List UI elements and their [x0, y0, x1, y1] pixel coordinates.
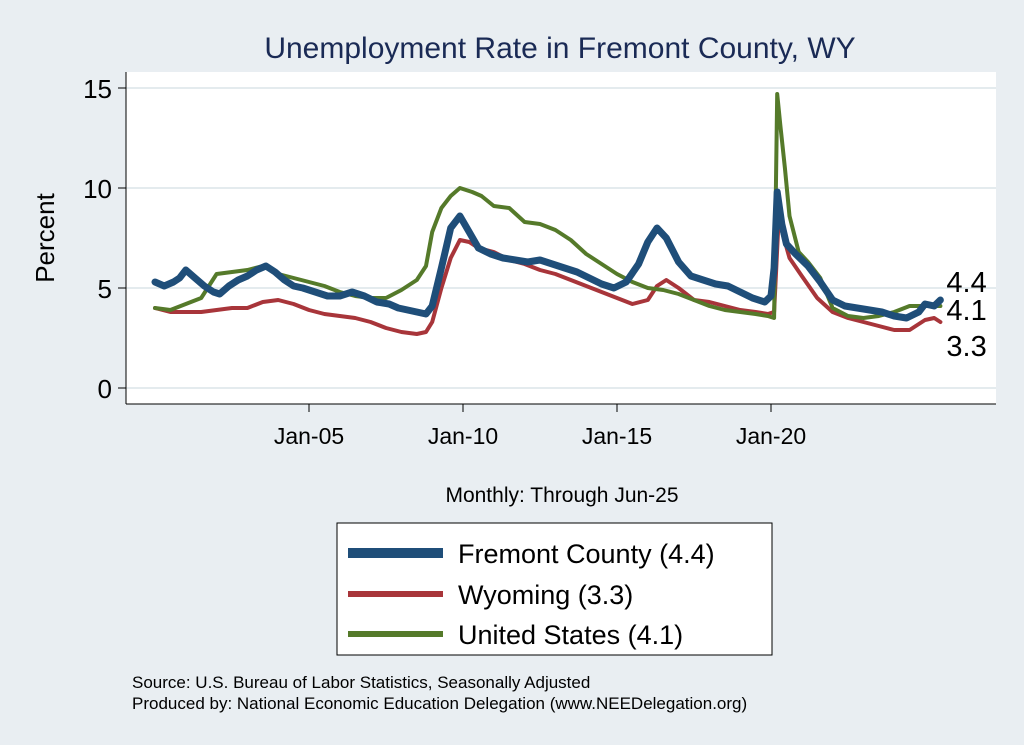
source-note: Source: U.S. Bureau of Labor Statistics,…	[132, 673, 591, 692]
axes: 0 5 10 15 Jan-05 Jan-10 Jan-15 Jan-20	[83, 72, 996, 449]
x-tick-label: Jan-20	[736, 423, 806, 449]
y-axis-label: Percent	[30, 192, 60, 282]
produced-by-note: Produced by: National Economic Education…	[132, 694, 748, 713]
x-axis-label: Monthly: Through Jun-25	[445, 484, 678, 507]
series-line-1	[153, 216, 943, 336]
grid-lines	[126, 87, 996, 389]
chart-title: Unemployment Rate in Fremont County, WY	[264, 32, 855, 65]
footer: Source: U.S. Bureau of Labor Statistics,…	[132, 672, 747, 714]
end-labels: 4.44.1 3.3	[946, 267, 986, 363]
plot-area	[126, 72, 996, 404]
legend-label-2: United States (4.1)	[458, 620, 683, 650]
series-line-0	[151, 188, 944, 322]
legend: Fremont County (4.4) Wyoming (3.3) United …	[336, 522, 773, 656]
x-tick-label: Jan-15	[582, 423, 652, 449]
end-label: 3.3	[946, 331, 986, 363]
x-tick-label: Jan-05	[274, 423, 344, 449]
end-label: 4.1	[946, 295, 986, 327]
y-tick-label: 10	[83, 174, 112, 204]
end-label: 4.4	[946, 267, 986, 299]
legend-label-0: Fremont County (4.4)	[458, 539, 715, 569]
y-tick-label: 15	[83, 74, 112, 104]
y-tick-label: 0	[98, 374, 112, 404]
legend-label-1: Wyoming (3.3)	[458, 580, 633, 610]
x-tick-label: Jan-10	[428, 423, 498, 449]
series-lines	[151, 92, 944, 336]
y-tick-label: 5	[98, 274, 112, 304]
